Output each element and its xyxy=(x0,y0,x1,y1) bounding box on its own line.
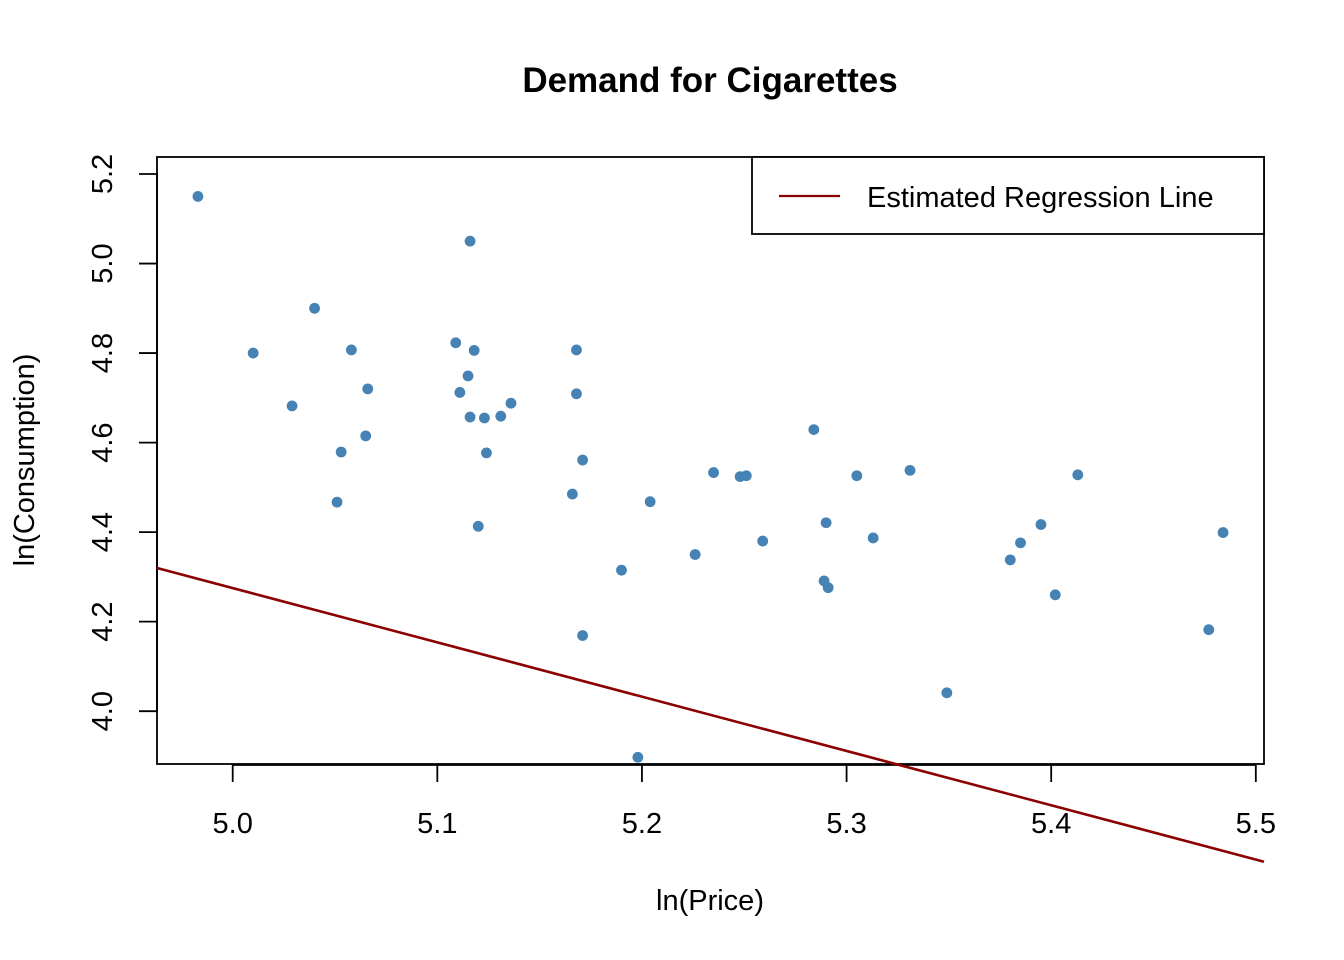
y-tick-label: 4.0 xyxy=(87,691,119,731)
x-tick-label: 5.5 xyxy=(1236,808,1276,840)
data-point xyxy=(1015,537,1026,549)
data-point xyxy=(904,464,916,476)
y-axis: 4.0 4.2 4.4 4.6 4.8 5.0 5.2 xyxy=(87,154,158,731)
data-point xyxy=(1049,589,1061,601)
legend: Estimated Regression Line xyxy=(751,156,1265,235)
data-point xyxy=(309,302,320,314)
x-tick-label: 5.2 xyxy=(622,808,662,840)
x-axis: 5.0 5.1 5.2 5.3 5.4 5.5 xyxy=(213,764,1276,840)
data-point xyxy=(362,383,374,395)
data-point xyxy=(577,630,589,641)
plot-frame xyxy=(156,156,1265,765)
data-point xyxy=(566,488,578,500)
y-tick-label: 5.2 xyxy=(87,154,119,194)
data-point xyxy=(464,411,476,423)
x-tick-label: 5.1 xyxy=(417,808,457,840)
data-point xyxy=(820,517,832,529)
data-point xyxy=(1035,519,1047,530)
data-point xyxy=(472,520,484,532)
regression-line-group xyxy=(156,566,1265,863)
data-point xyxy=(495,410,507,422)
data-point xyxy=(450,337,462,349)
data-point xyxy=(478,412,490,424)
data-point xyxy=(689,549,701,560)
data-point xyxy=(331,496,343,508)
data-point xyxy=(345,344,357,356)
data-point xyxy=(1004,554,1016,566)
data-point xyxy=(454,387,466,398)
data-point xyxy=(644,496,656,508)
data-points xyxy=(192,190,1229,763)
data-point xyxy=(867,532,879,544)
data-point xyxy=(941,687,953,699)
data-point xyxy=(286,400,298,412)
x-tick-label: 5.0 xyxy=(213,808,253,840)
regression-line xyxy=(156,566,1265,863)
data-point xyxy=(505,397,517,409)
data-point xyxy=(577,454,589,466)
data-point xyxy=(708,467,719,478)
data-point xyxy=(632,751,644,763)
legend-label: Estimated Regression Line xyxy=(867,182,1214,214)
data-point xyxy=(192,190,204,202)
data-point xyxy=(571,344,582,356)
y-tick-label: 4.8 xyxy=(87,333,119,373)
data-point xyxy=(360,430,372,442)
data-point xyxy=(335,446,347,458)
data-point xyxy=(1217,527,1229,538)
y-axis-label: ln(Consumption) xyxy=(9,354,41,567)
y-tick-label: 4.2 xyxy=(87,601,119,641)
data-point xyxy=(808,424,820,436)
data-point xyxy=(462,370,474,382)
plot-area xyxy=(156,156,1265,765)
data-point xyxy=(822,582,834,594)
data-point xyxy=(1203,624,1215,636)
data-point xyxy=(851,470,863,482)
data-point xyxy=(247,347,259,359)
data-point xyxy=(1072,469,1084,481)
y-tick-label: 5.0 xyxy=(87,243,119,283)
data-point xyxy=(757,535,769,547)
data-point xyxy=(481,447,492,459)
y-tick-label: 4.4 xyxy=(87,512,119,552)
data-point xyxy=(571,388,582,400)
data-point xyxy=(464,235,476,247)
chart-title: Demand for Cigarettes xyxy=(522,61,897,100)
data-point xyxy=(468,344,480,356)
x-axis-label: ln(Price) xyxy=(656,885,764,917)
data-point xyxy=(740,470,752,482)
x-tick-label: 5.4 xyxy=(1031,808,1071,840)
data-point xyxy=(616,564,627,576)
x-tick-label: 5.3 xyxy=(826,808,866,840)
y-tick-label: 4.6 xyxy=(87,422,119,462)
